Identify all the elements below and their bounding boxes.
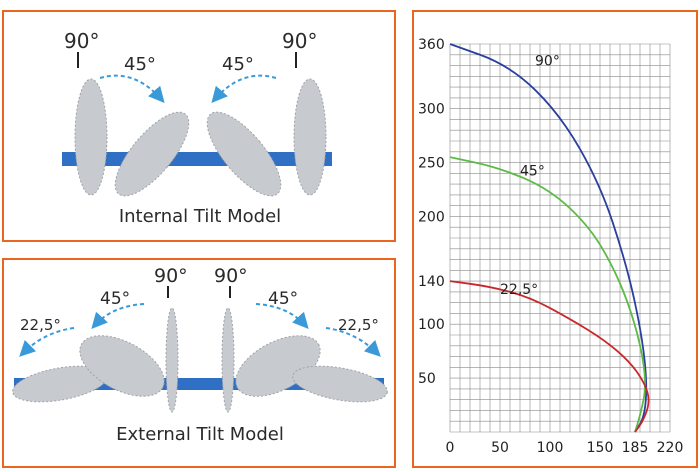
y-tick-label: 140 xyxy=(418,274,445,290)
tilt-arrow-left xyxy=(99,74,165,104)
panel-caption: Internal Tilt Model xyxy=(119,206,281,227)
series-label: 90° xyxy=(535,54,560,70)
chart-grid xyxy=(449,43,671,433)
tilt-arrow-left-45 xyxy=(91,303,145,329)
angle-label: 90° xyxy=(64,29,99,53)
external-tilt-illustration: 22,5° 45° 90° 90° 45° 22,5° External Til… xyxy=(12,265,388,445)
series-line xyxy=(449,43,648,433)
y-tick-label: 250 xyxy=(418,156,445,172)
saw-blade-90-right xyxy=(293,78,327,196)
saw-blade-90-left xyxy=(165,307,179,413)
series-labels: 90° 45° 22,5° xyxy=(500,54,560,298)
series-label: 45° xyxy=(520,163,545,179)
x-tick-label: 50 xyxy=(491,440,509,456)
series-line xyxy=(449,280,650,433)
tilt-arrow-right-22 xyxy=(325,327,381,357)
angle-label: 45° xyxy=(124,54,156,75)
x-tick-labels: 0 50 100 150 185 220 xyxy=(446,440,684,456)
external-tilt-panel: 22,5° 45° 90° 90° 45° 22,5° External Til… xyxy=(2,258,396,468)
angle-label: 45° xyxy=(222,54,254,75)
chart-curves xyxy=(449,43,650,433)
angle-label: 90° xyxy=(214,265,248,287)
tilt-arrow-left-22 xyxy=(19,327,75,357)
saw-blade-22-right xyxy=(292,365,388,403)
y-tick-label: 360 xyxy=(418,37,445,53)
angle-label: 45° xyxy=(100,289,130,309)
x-tick-label: 150 xyxy=(587,440,614,456)
saw-blade-45-left xyxy=(79,335,165,397)
x-tick-label: 185 xyxy=(622,440,649,456)
x-tick-label: 0 xyxy=(446,440,455,456)
x-tick-label: 220 xyxy=(657,440,684,456)
y-tick-label: 300 xyxy=(418,102,445,118)
cutting-capacity-chart: 50 100 140 200 250 300 360 0 50 100 150 185 220 90°… xyxy=(418,37,684,456)
panel-caption: External Tilt Model xyxy=(116,424,284,445)
series-label: 22,5° xyxy=(500,282,538,298)
series-line xyxy=(449,156,646,433)
y-tick-label: 50 xyxy=(418,371,436,387)
tilt-arrow-right xyxy=(211,74,277,104)
tilt-arrow-right-45 xyxy=(255,303,309,329)
cutting-capacity-chart-panel: 50 100 140 200 250 300 360 0 50 100 150 185 220 90°… xyxy=(412,10,698,468)
angle-label: 22,5° xyxy=(20,316,61,334)
y-tick-label: 100 xyxy=(418,317,445,333)
angle-label: 45° xyxy=(268,289,298,309)
saw-blade-45-right xyxy=(235,335,321,397)
saw-blade-90-right xyxy=(221,307,235,413)
angle-label: 90° xyxy=(154,265,188,287)
angle-label: 22,5° xyxy=(338,316,379,334)
y-tick-labels: 50 100 140 200 250 300 360 xyxy=(418,37,445,387)
internal-tilt-panel: 90° 45° 45° 90° Internal Tilt Model xyxy=(2,10,396,242)
internal-tilt-illustration: 90° 45° 45° 90° Internal Tilt Model xyxy=(62,29,332,227)
y-tick-label: 200 xyxy=(418,209,445,225)
angle-label: 90° xyxy=(282,29,317,53)
saw-blade-90-left xyxy=(74,78,108,196)
x-tick-label: 100 xyxy=(537,440,564,456)
saw-blade-45-left xyxy=(114,111,190,197)
saw-blade-45-right xyxy=(206,111,282,197)
